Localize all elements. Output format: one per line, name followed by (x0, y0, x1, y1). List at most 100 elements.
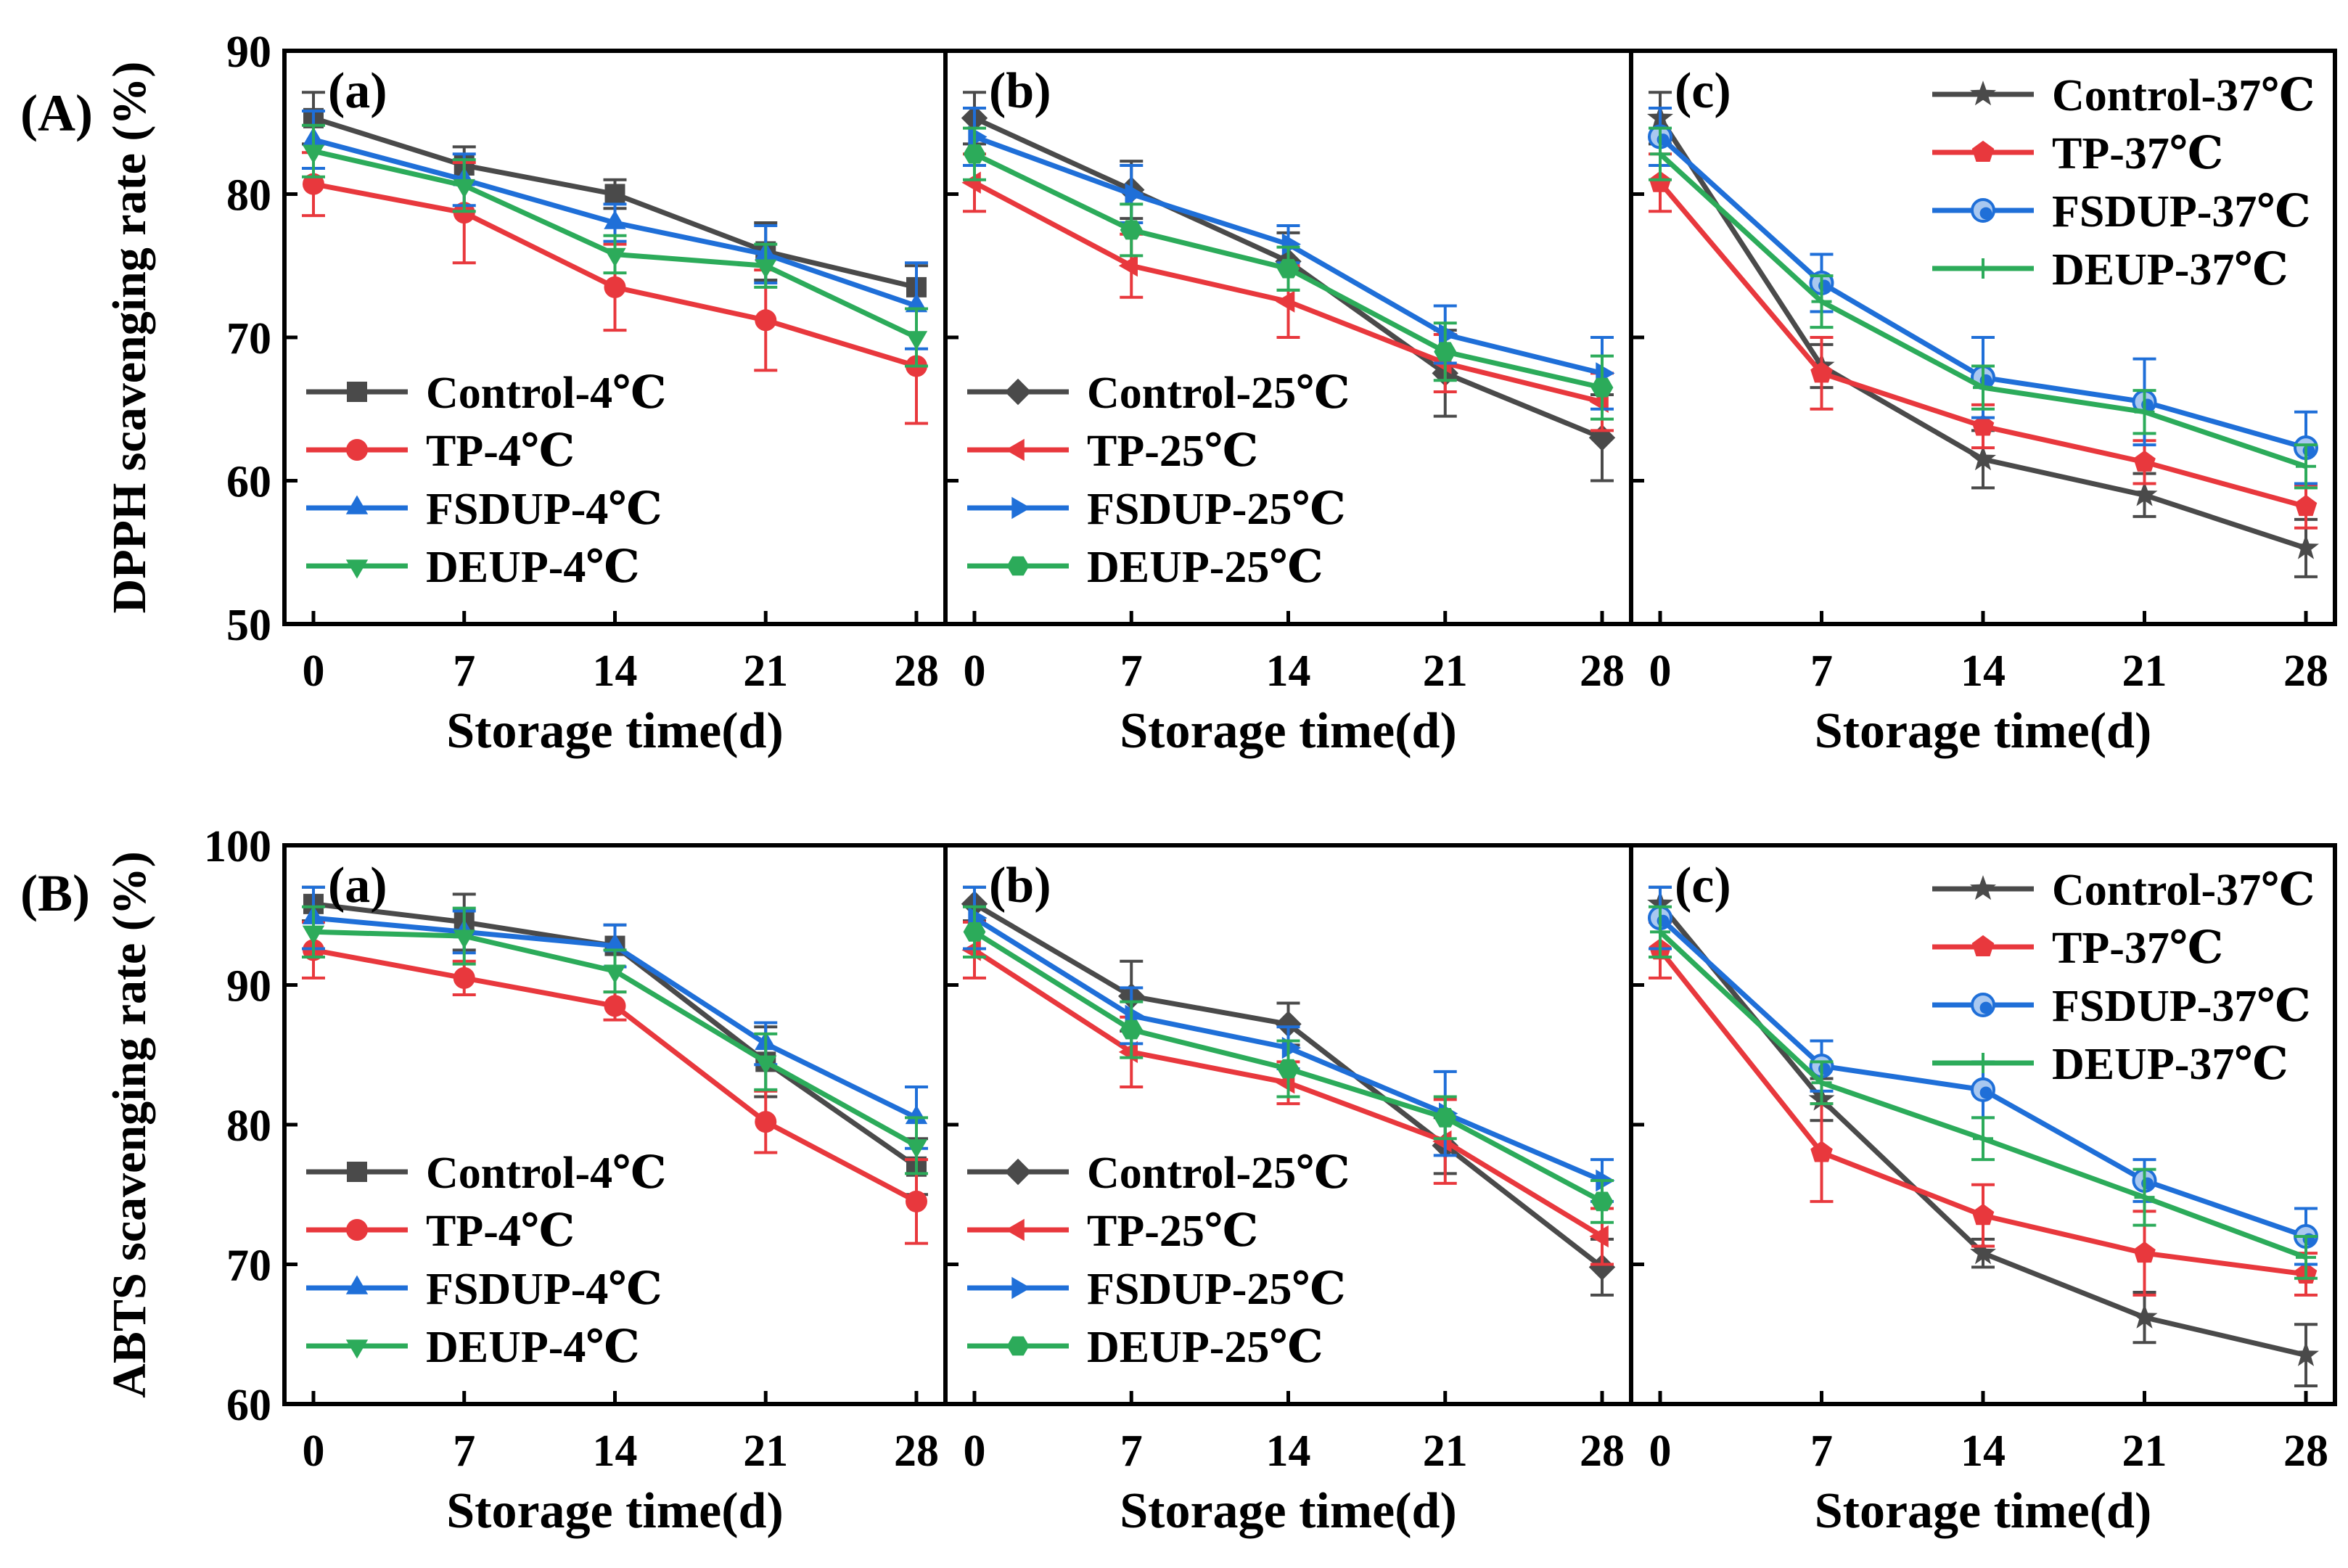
data-point-A-a-TP-0 (303, 173, 324, 195)
legend-marker-B-a-Control (347, 1162, 367, 1182)
data-point-A-b-TP-1 (1118, 255, 1138, 277)
x-axis-label-B-c: Storage time(d) (1815, 1483, 2152, 1539)
legend-marker-B-b-DEUP (1006, 1336, 1030, 1356)
legend-item-A-b-TP: TP-25℃ (967, 427, 1258, 476)
legend-label-A-c-FSDUP: FSDUP-37℃ (2052, 187, 2311, 237)
data-point-B-b-DEUP-4 (1590, 1191, 1614, 1212)
legend-item-B-a-DEUP: DEUP-4℃ (306, 1323, 640, 1372)
data-point-A-b-FSDUP-3 (1439, 323, 1458, 346)
data-point-B-b-DEUP-3 (1434, 1108, 1457, 1128)
data-point-A-c-DEUP-1 (1811, 291, 1832, 312)
row-label-B: (B) (20, 864, 90, 922)
data-point-B-c-TP-2 (1971, 1204, 1995, 1226)
legend-label-A-c-TP: TP-37℃ (2052, 129, 2223, 178)
series-B-a-DEUP (302, 905, 928, 1175)
data-point-A-c-DEUP-3 (2134, 401, 2155, 422)
legend-item-A-a-DEUP: DEUP-4℃ (306, 543, 640, 592)
data-point-B-c-Control-3 (2131, 1303, 2158, 1329)
legend-item-B-a-TP: TP-4℃ (306, 1207, 575, 1256)
legend-marker-A-c-Control (1970, 81, 1996, 106)
x-tick-label-A-c-4: 28 (2283, 647, 2328, 696)
legend-label-A-b-DEUP: DEUP-25℃ (1087, 543, 1323, 592)
x-tick-label-B-c-1: 7 (1810, 1427, 1833, 1476)
legend-marker-A-a-TP (346, 439, 368, 461)
legend-item-A-c-FSDUP: FSDUP-37℃ (1932, 187, 2311, 237)
legend-label-B-c-FSDUP: FSDUP-37℃ (2052, 982, 2311, 1031)
legend-marker-B-c-FSDUP (1971, 993, 1995, 1017)
series-A-a-TP (302, 151, 928, 425)
data-point-B-c-FSDUP-2 (1971, 1077, 1995, 1102)
data-point-B-c-DEUP-3 (2134, 1187, 2155, 1208)
data-point-B-a-TP-1 (453, 966, 475, 989)
legend-marker-A-b-DEUP (1006, 556, 1030, 576)
y-tick-label-A-a-4: 90 (226, 28, 271, 77)
data-point-B-b-TP-3 (1432, 1130, 1452, 1153)
x-axis-label-A-a: Storage time(d) (446, 703, 784, 759)
legend-item-A-b-Control: Control-25℃ (967, 369, 1350, 418)
legend-item-B-b-FSDUP: FSDUP-25℃ (967, 1265, 1346, 1314)
series-B-a-FSDUP (302, 885, 928, 1150)
data-point-A-a-DEUP-1 (453, 178, 475, 199)
y-tick-label-B-a-0: 60 (226, 1381, 271, 1430)
legend-marker-A-c-FSDUP (1971, 198, 1995, 223)
data-point-B-a-TP-2 (604, 995, 626, 1017)
x-tick-label-A-a-0: 0 (303, 647, 325, 696)
panel-label-A-c: (c) (1675, 63, 1731, 119)
data-point-B-c-TP-3 (2133, 1241, 2156, 1263)
panel-frame-B-b (943, 843, 1633, 1406)
x-axis-label-B-a: Storage time(d) (446, 1483, 784, 1539)
data-point-B-b-Control-4 (1588, 1254, 1616, 1281)
legend-label-B-c-TP: TP-37℃ (2052, 924, 2223, 973)
legend-label-B-a-FSDUP: FSDUP-4℃ (426, 1265, 662, 1314)
data-point-A-c-TP-2 (1971, 414, 1995, 436)
x-tick-label-A-c-0: 0 (1649, 647, 1672, 696)
data-layer: Control-4℃ TP-4℃ FSDUP-4℃ DEUP-4℃ Control-25… (302, 71, 2319, 1387)
data-point-B-c-Control-2 (1970, 1239, 1996, 1265)
x-tick-label-B-b-4: 28 (1580, 1427, 1625, 1476)
y-axis-label-A-a: DPPH scavenging rate (%) (103, 62, 156, 614)
legend-item-A-c-TP: TP-37℃ (1932, 129, 2223, 178)
y-tick-label-A-a-3: 80 (226, 171, 271, 221)
legend-label-B-b-FSDUP: FSDUP-25℃ (1087, 1265, 1346, 1314)
data-point-A-c-DEUP-0 (1650, 144, 1670, 165)
y-tick-label-A-a-0: 50 (226, 601, 271, 650)
data-point-A-b-FSDUP-0 (968, 126, 988, 148)
x-tick-label-A-c-1: 7 (1810, 647, 1833, 696)
legend-marker-B-b-FSDUP (1011, 1276, 1031, 1300)
series-A-c-DEUP (1649, 126, 2318, 490)
data-point-B-a-FSDUP-2 (604, 933, 626, 953)
x-tick-label-A-b-2: 14 (1266, 647, 1311, 696)
y-tick-label-A-a-1: 60 (226, 458, 271, 507)
legend-item-A-a-FSDUP: FSDUP-4℃ (306, 485, 662, 534)
series-B-c-DEUP (1649, 905, 2318, 1280)
legend-label-B-a-TP: TP-4℃ (426, 1207, 575, 1256)
x-tick-label-B-a-3: 21 (743, 1427, 788, 1476)
x-tick-label-B-b-2: 14 (1266, 1427, 1311, 1476)
legend-marker-B-c-DEUP (1973, 1053, 1993, 1073)
legend-label-A-a-FSDUP: FSDUP-4℃ (426, 485, 662, 534)
panel-label-B-c: (c) (1675, 858, 1731, 914)
data-point-B-c-DEUP-4 (2296, 1247, 2316, 1268)
legend-item-B-b-TP: TP-25℃ (967, 1207, 1258, 1256)
y-axis-label-B-a: ABTS scavenging rate (%) (103, 851, 156, 1397)
series-B-b-DEUP (963, 905, 1614, 1224)
y-tick-label-B-a-2: 80 (226, 1101, 271, 1151)
legend-marker-A-b-Control (1004, 378, 1032, 406)
legend-item-A-b-FSDUP: FSDUP-25℃ (967, 485, 1346, 534)
data-point-B-a-FSDUP-4 (905, 1104, 928, 1125)
data-point-A-a-DEUP-0 (302, 144, 325, 164)
legend-marker-A-a-FSDUP (345, 495, 369, 514)
data-point-A-c-Control-3 (2131, 481, 2158, 506)
legend-label-A-a-TP: TP-4℃ (426, 427, 575, 476)
y-tick-label-B-a-4: 100 (204, 822, 271, 871)
panel-label-A-b: (b) (989, 63, 1051, 119)
legend-item-A-c-DEUP: DEUP-37℃ (1932, 245, 2289, 295)
legend-A-a: Control-4℃ TP-4℃ FSDUP-4℃ DEUP-4℃ (306, 369, 666, 592)
x-tick-label-B-c-4: 28 (2283, 1427, 2328, 1476)
legend-item-B-a-FSDUP: FSDUP-4℃ (306, 1265, 662, 1314)
legend-item-B-b-Control: Control-25℃ (967, 1149, 1350, 1198)
legend-item-A-c-Control: Control-37℃ (1932, 71, 2315, 120)
y-tick-label-B-a-1: 70 (226, 1241, 271, 1291)
legend-item-B-a-Control: Control-4℃ (306, 1149, 666, 1198)
x-tick-label-B-b-0: 0 (964, 1427, 986, 1476)
